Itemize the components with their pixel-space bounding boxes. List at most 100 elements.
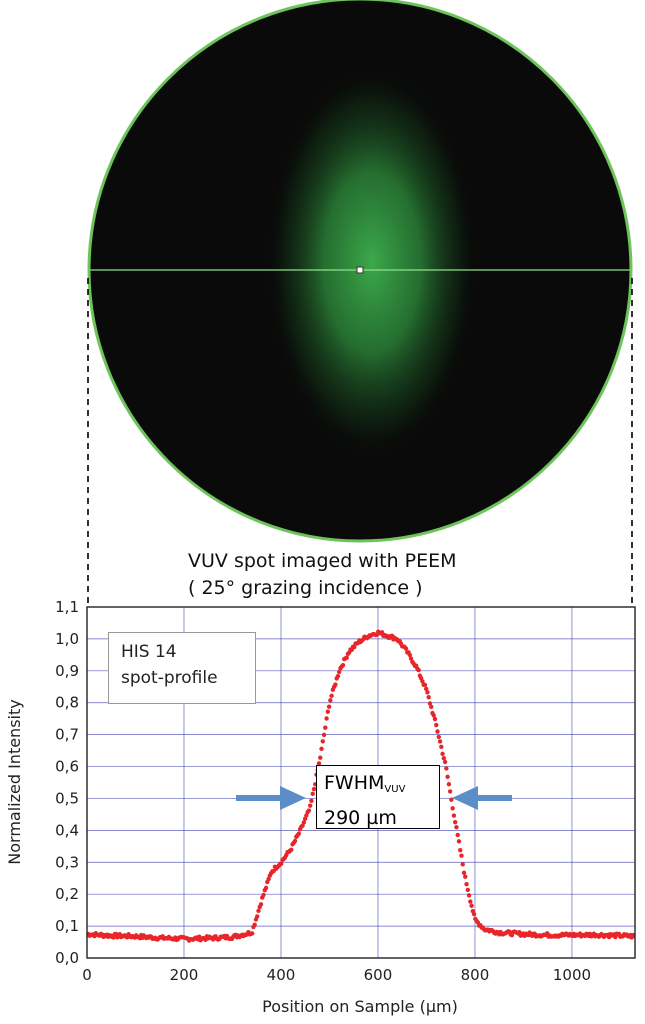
data-point [442, 759, 448, 765]
image-caption: VUV spot imaged with PEEM ( 25° grazing … [188, 548, 588, 602]
data-point [444, 766, 449, 771]
y-tick-label: 1,1 [55, 598, 79, 616]
fwhm-right-arrow [452, 786, 512, 810]
y-tick-label: 0,0 [55, 949, 79, 967]
y-tick-label: 0,8 [55, 694, 79, 712]
data-point [456, 839, 462, 844]
y-tick-label: 1,0 [55, 630, 79, 648]
legend-line-1: HIS 14 [121, 642, 177, 662]
y-tick-label: 0,4 [55, 821, 79, 839]
data-point [256, 908, 261, 914]
data-point [436, 734, 441, 740]
data-point [326, 704, 332, 709]
data-point [434, 722, 439, 728]
data-point [323, 725, 328, 730]
data-point [440, 751, 445, 757]
data-point [329, 693, 334, 699]
data-point [460, 862, 465, 867]
data-point [340, 662, 346, 668]
data-point [423, 686, 429, 692]
data-point [324, 716, 329, 721]
legend-line-2: spot-profile [121, 668, 218, 688]
x-tick-label: 400 [267, 966, 296, 984]
data-point [463, 874, 468, 879]
data-point [458, 848, 463, 853]
fwhm-left-arrow [236, 786, 306, 810]
data-point [252, 922, 257, 928]
data-point [439, 744, 444, 749]
data-point [263, 885, 269, 891]
data-point [426, 695, 431, 700]
data-point [320, 739, 325, 744]
y-tick-label: 0,6 [55, 758, 79, 776]
data-point [425, 690, 430, 695]
data-point [318, 755, 323, 760]
data-point [416, 667, 421, 673]
data-point [469, 903, 474, 908]
data-point [437, 739, 443, 744]
data-point [258, 902, 264, 907]
fwhm-label: FWHMVUV [324, 769, 439, 804]
data-points [87, 629, 635, 943]
data-point [335, 674, 341, 679]
data-point [466, 893, 472, 898]
x-tick-label: 600 [364, 966, 393, 984]
y-tick-label: 0,9 [55, 662, 79, 680]
data-point [445, 774, 450, 779]
data-point [461, 870, 467, 875]
data-point [420, 679, 425, 684]
data-point [454, 825, 459, 830]
data-point [422, 682, 428, 687]
data-point [296, 831, 302, 836]
data-point [319, 746, 324, 752]
legend-box: HIS 14 spot-profile [108, 632, 256, 704]
x-tick-label: 200 [170, 966, 199, 984]
data-point [301, 820, 307, 825]
peem-rim [87, 0, 633, 543]
x-axis-label: Position on Sample (µm) [262, 997, 458, 1016]
y-tick-label: 0,5 [55, 789, 79, 807]
data-point [435, 729, 440, 734]
fwhm-label-sub: VUV [384, 784, 406, 795]
data-point [451, 813, 457, 818]
data-point [450, 806, 455, 811]
data-point [266, 876, 271, 882]
x-tick-label: 800 [461, 966, 490, 984]
data-point [311, 786, 317, 792]
data-point [431, 713, 436, 718]
data-point [289, 847, 294, 853]
data-point [464, 882, 469, 887]
data-point [468, 899, 473, 904]
data-point [328, 698, 333, 703]
data-point [441, 756, 447, 761]
y-axis-ticks: 0,0 0,1 0,2 0,3 0,4 0,5 0,6 0,7 0,8 0,9 1,0 1,1 [55, 598, 79, 967]
vuv-spot [264, 62, 480, 462]
x-axis-ticks: 0 200 400 600 800 1000 [82, 966, 591, 984]
peem-image [87, 0, 633, 543]
data-point [432, 716, 438, 722]
x-tick-label: 0 [82, 966, 92, 984]
data-point [407, 652, 412, 658]
data-point [449, 797, 454, 802]
x-tick-label: 1000 [553, 966, 591, 984]
data-point [344, 655, 349, 660]
data-point [278, 861, 284, 867]
data-point [452, 819, 458, 825]
data-point [292, 838, 298, 844]
caption-line-1: VUV spot imaged with PEEM [188, 550, 457, 572]
data-point [309, 798, 314, 804]
data-point [447, 789, 453, 794]
plot-frame [86, 606, 636, 959]
data-point [336, 669, 342, 675]
y-tick-label: 0,2 [55, 885, 79, 903]
data-point [408, 656, 414, 661]
data-point [306, 808, 312, 813]
data-point [459, 853, 464, 858]
center-marker [356, 266, 364, 274]
data-point [325, 709, 331, 714]
fwhm-label-main: FWHM [324, 772, 385, 794]
data-point [429, 704, 434, 710]
data-point [455, 832, 460, 838]
data-point [465, 887, 470, 893]
